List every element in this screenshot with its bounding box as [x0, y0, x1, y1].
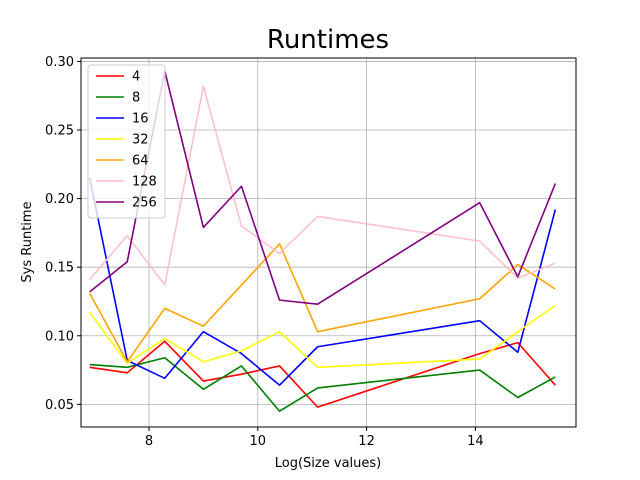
series-line-16: [88, 177, 557, 386]
axis-ticks: 8 10 12 14 0.05 0.10 0.15 0.20 0.25 0.30: [45, 55, 484, 449]
series-lines: [88, 70, 557, 413]
y-tick-label: 0.25: [45, 124, 74, 139]
y-axis-label: Sys Runtime: [20, 201, 35, 282]
x-tick-label: 8: [145, 434, 153, 449]
series-line-32: [89, 304, 556, 369]
x-axis-label: Log(Size values): [275, 456, 381, 471]
y-tick-label: 0.20: [45, 192, 74, 207]
legend-label-64: 64: [132, 154, 149, 169]
legend-box: [87, 64, 166, 219]
y-tick-label: 0.15: [45, 261, 74, 276]
legend-label-32: 32: [132, 133, 149, 148]
legend-label-256: 256: [132, 196, 157, 211]
legend-label-8: 8: [132, 91, 140, 106]
series-line-8: [89, 356, 556, 413]
x-tick-label: 12: [358, 434, 375, 449]
chart-title: Runtimes: [267, 25, 389, 55]
y-tick-label: 0.05: [45, 398, 74, 413]
y-tick-label: 0.10: [45, 329, 74, 344]
y-tick-label: 0.30: [45, 55, 74, 70]
grid: [81, 58, 576, 427]
legend: 4 8 16 32 64 128 256: [87, 64, 166, 219]
legend-label-128: 128: [132, 175, 157, 190]
series-line-128: [89, 85, 556, 286]
legend-label-4: 4: [132, 70, 140, 85]
legend-label-16: 16: [132, 112, 149, 127]
plot-frame: [80, 57, 577, 428]
x-tick-label: 14: [467, 434, 484, 449]
series-line-64: [88, 243, 556, 363]
x-tick-label: 10: [250, 434, 267, 449]
